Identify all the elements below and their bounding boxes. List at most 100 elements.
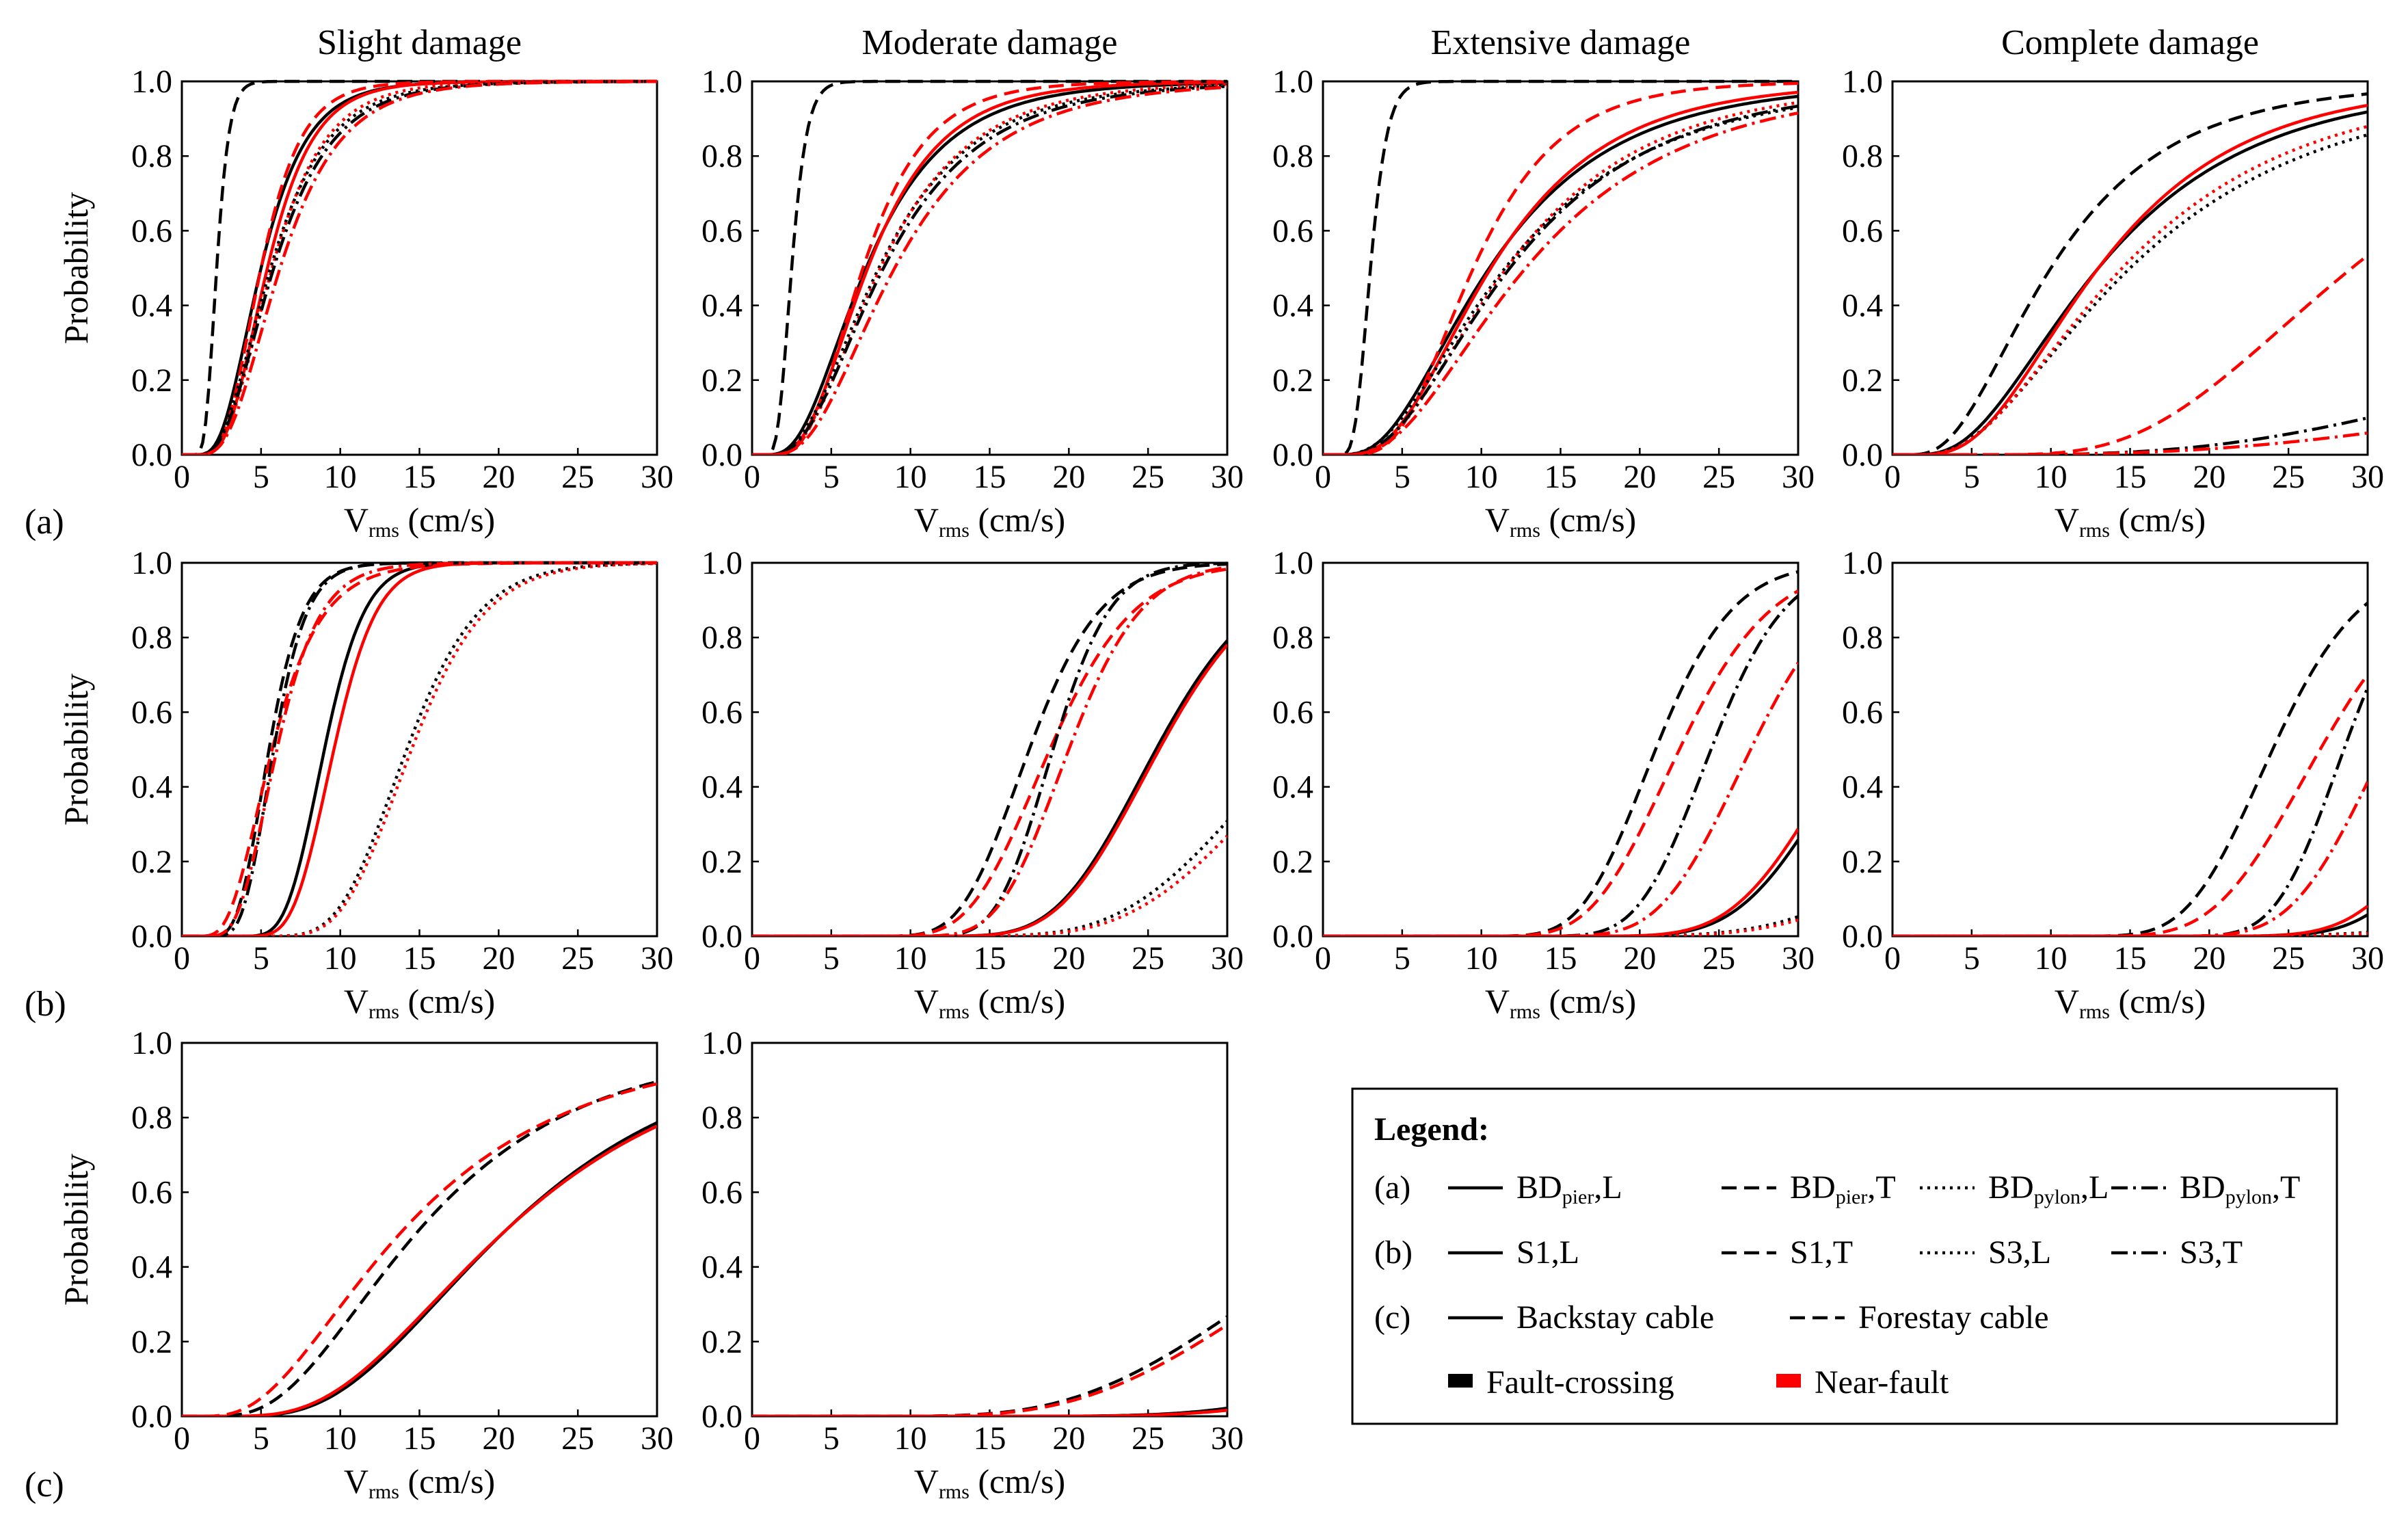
series-line <box>1323 111 1798 455</box>
y-tick-label: 0.0 <box>701 918 743 955</box>
y-tick-label: 1.0 <box>1842 64 1883 100</box>
series-line <box>752 85 1227 455</box>
series-line <box>1892 133 2368 455</box>
series-line <box>182 561 657 936</box>
y-tick-label: 0.6 <box>1272 694 1313 730</box>
x-tick-label: 15 <box>974 940 1006 977</box>
series-line <box>182 79 657 455</box>
y-tick-label: 0.0 <box>1272 437 1313 473</box>
series-group <box>752 1315 1227 1416</box>
series-line <box>1323 104 1798 455</box>
y-tick-label: 0.8 <box>701 620 743 656</box>
x-axis-label: Vrms (cm/s) <box>914 1462 1065 1503</box>
column-title: Slight damage <box>317 23 522 62</box>
x-tick-label: 15 <box>1544 459 1577 495</box>
legend-box: Legend: (a) BDpier,L BDpier,T BDpylon,L BDpyl… <box>1351 1087 2338 1425</box>
legend-row-tag: (c) <box>1374 1299 1410 1336</box>
column-title: Complete damage <box>2001 23 2259 62</box>
series-line <box>1892 601 2368 936</box>
y-tick-label: 0.6 <box>701 1174 743 1210</box>
y-tick-label: 0.2 <box>1272 362 1313 399</box>
x-tick-label: 15 <box>403 940 436 977</box>
series-line <box>752 81 1227 455</box>
series-line <box>1892 110 2368 455</box>
x-tick-label: 20 <box>2193 459 2225 495</box>
x-tick-label: 25 <box>1132 1420 1164 1457</box>
plot-frame <box>180 561 658 938</box>
x-tick-label: 0 <box>744 1420 760 1457</box>
legend-item-label: BDpier,T <box>1790 1169 1896 1208</box>
y-tick-label: 1.0 <box>701 545 743 581</box>
legend-row-tag: (a) <box>1374 1169 1410 1206</box>
series-line <box>182 79 657 455</box>
chart-panel: 0 5 10 15 20 25 30 0.0 0.2 0.4 0.6 0.8 1.0 Vrms (cm/s… <box>57 545 673 1023</box>
y-tick-label: 0.8 <box>1272 620 1313 656</box>
series-line <box>1323 589 1798 936</box>
series-line <box>1323 81 1798 455</box>
x-tick-label: 0 <box>174 1420 190 1457</box>
x-tick-label: 25 <box>561 1420 594 1457</box>
x-tick-label: 5 <box>823 1420 840 1457</box>
y-tick-label: 0.8 <box>131 138 172 174</box>
series-group <box>182 1080 657 1416</box>
x-tick-label: 20 <box>1623 940 1656 977</box>
series-line <box>752 566 1227 936</box>
y-tick-label: 0.4 <box>701 288 743 324</box>
y-tick-label: 0.8 <box>1842 620 1883 656</box>
x-tick-label: 15 <box>974 459 1006 495</box>
y-tick-label: 1.0 <box>131 545 172 581</box>
series-line <box>182 79 657 455</box>
y-tick-label: 0.2 <box>131 362 172 399</box>
x-axis-label: Vrms (cm/s) <box>2055 501 2206 542</box>
series-line <box>752 85 1227 455</box>
legend-frame <box>1351 1087 2338 1425</box>
x-tick-label: 30 <box>1211 459 1244 495</box>
y-tick-label: 0.8 <box>701 138 743 174</box>
series-group <box>182 79 657 455</box>
y-tick-label: 0.8 <box>701 1100 743 1136</box>
y-tick-label: 0.4 <box>701 769 743 806</box>
x-axis-label: Vrms (cm/s) <box>344 501 495 542</box>
series-line <box>182 79 657 455</box>
y-tick-label: 1.0 <box>131 1025 172 1061</box>
y-tick-label: 1.0 <box>701 1025 743 1061</box>
series-line <box>752 81 1227 455</box>
series-line <box>1892 431 2368 455</box>
series-line <box>1892 905 2368 936</box>
x-tick-label: 30 <box>1211 940 1244 977</box>
y-tick-label: 0.0 <box>1842 918 1883 955</box>
row-label: (c) <box>25 1466 64 1504</box>
x-tick-label: 20 <box>1623 459 1656 495</box>
series-line <box>752 83 1227 455</box>
x-tick-label: 10 <box>894 1420 927 1457</box>
y-tick-label: 0.8 <box>1272 138 1313 174</box>
chart-panel: 0 5 10 15 20 25 30 0.0 0.2 0.4 0.6 0.8 1.0 Vrms (cm/s… <box>1842 545 2384 1023</box>
x-tick-label: 30 <box>641 459 673 495</box>
plot-frame <box>1891 561 2369 938</box>
series-group <box>1892 601 2368 936</box>
x-axis-label: Vrms (cm/s) <box>1485 501 1636 542</box>
x-tick-label: 30 <box>1211 1420 1244 1457</box>
series-line <box>182 1082 657 1416</box>
x-tick-label: 5 <box>253 940 269 977</box>
x-axis-label: Vrms (cm/s) <box>1485 982 1636 1023</box>
series-line <box>1323 106 1798 455</box>
y-tick-label: 0.0 <box>131 918 172 955</box>
x-tick-label: 0 <box>744 459 760 495</box>
series-line <box>752 80 1227 455</box>
series-line <box>182 561 657 936</box>
x-tick-label: 15 <box>2114 459 2147 495</box>
legend-item-label: S3,T <box>2180 1234 2243 1271</box>
x-tick-label: 10 <box>2035 459 2068 495</box>
series-line <box>182 80 657 455</box>
y-tick-label: 0.4 <box>701 1249 743 1286</box>
series-group <box>1323 79 1798 455</box>
series-group <box>752 79 1227 455</box>
x-tick-label: 5 <box>1964 459 1980 495</box>
chart-panel: 0 5 10 15 20 25 30 0.0 0.2 0.4 0.6 0.8 1.0 Vrms (cm/s… <box>701 1025 1244 1503</box>
column-title: Extensive damage <box>1431 23 1691 62</box>
y-tick-label: 0.0 <box>701 437 743 473</box>
x-tick-label: 25 <box>2272 940 2305 977</box>
x-tick-label: 30 <box>2351 459 2384 495</box>
x-tick-label: 25 <box>2272 459 2305 495</box>
